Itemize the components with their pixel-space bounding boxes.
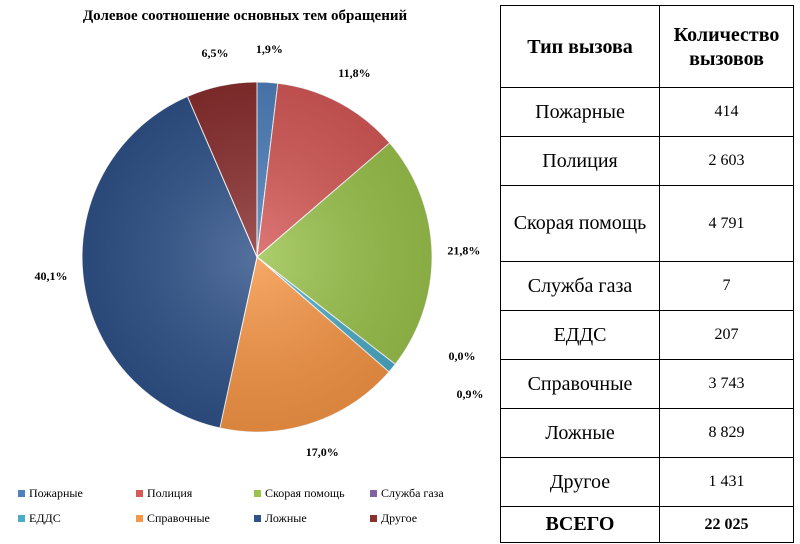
- call-type-cell: Ложные: [500, 408, 660, 458]
- legend-label: Другое: [381, 511, 418, 525]
- legend-label: Ложные: [265, 511, 307, 525]
- table-row: Ложные 8 829: [500, 408, 794, 458]
- call-type-cell: Служба газа: [500, 261, 660, 311]
- legend-label: Пожарные: [29, 486, 83, 500]
- table-row: Другое 1 431: [500, 457, 794, 507]
- legend-item-6: Ложные: [254, 511, 370, 526]
- table-row: Справочные 3 743: [500, 359, 794, 409]
- call-count-cell: 207: [659, 310, 794, 360]
- legend-item-1: Полиция: [136, 486, 254, 501]
- legend-swatch: [136, 515, 143, 522]
- legend-label: Служба газа: [381, 486, 444, 500]
- call-types-table: Тип вызова Количество вызовов Пожарные 41…: [500, 5, 794, 543]
- table-row: Пожарные 414: [500, 87, 794, 137]
- legend-item-0: Пожарные: [18, 486, 136, 501]
- total-label-cell: ВСЕГО: [500, 506, 660, 543]
- header-call-type: Тип вызова: [500, 5, 660, 88]
- pie-label-6: 40,1%: [34, 269, 67, 283]
- legend-swatch: [254, 490, 261, 497]
- legend-label: Скорая помощь: [265, 486, 345, 500]
- chart-title: Долевое соотношение основных тем обращен…: [82, 8, 408, 24]
- pie-label-4: 0,9%: [457, 387, 484, 401]
- legend-swatch: [18, 490, 25, 497]
- call-count-cell: 3 743: [659, 359, 794, 409]
- pie-label-1: 11,8%: [338, 66, 370, 80]
- legend-label: Справочные: [147, 511, 210, 525]
- call-type-cell: Полиция: [500, 136, 660, 186]
- call-count-cell: 1 431: [659, 457, 794, 507]
- legend-swatch: [18, 515, 25, 522]
- legend-item-4: ЕДДС: [18, 511, 136, 526]
- legend: Пожарные Полиция Скорая помощь Служба газа Е…: [18, 486, 488, 526]
- table-row: ЕДДС 207: [500, 310, 794, 360]
- call-count-cell: 2 603: [659, 136, 794, 186]
- pie-label-3: 0,0%: [449, 349, 476, 363]
- legend-swatch: [370, 515, 377, 522]
- pie-label-0: 1,9%: [256, 42, 283, 56]
- legend-item-3: Служба газа: [370, 486, 488, 501]
- table-row: Служба газа 7: [500, 261, 794, 311]
- table-header-row: Тип вызова Количество вызовов: [500, 5, 794, 88]
- pie-label-2: 21,8%: [447, 244, 480, 258]
- legend-item-5: Справочные: [136, 511, 254, 526]
- table-row: Скорая помощь 4 791: [500, 185, 794, 262]
- call-type-cell: Другое: [500, 457, 660, 507]
- legend-swatch: [136, 490, 143, 497]
- call-type-cell: Скорая помощь: [500, 185, 660, 262]
- table-total-row: ВСЕГО 22 025: [500, 506, 794, 543]
- table-row: Полиция 2 603: [500, 136, 794, 186]
- pie-chart: 1,9% 11,8% 21,8% 0,0% 0,9% 17,0% 40,1% 6,5%: [34, 42, 484, 459]
- call-count-cell: 8 829: [659, 408, 794, 458]
- call-type-cell: Пожарные: [500, 87, 660, 137]
- header-call-count: Количество вызовов: [659, 5, 794, 88]
- pie-label-5: 17,0%: [306, 445, 339, 459]
- legend-label: ЕДДС: [29, 511, 61, 525]
- pie-label-7: 6,5%: [202, 46, 229, 60]
- total-count-cell: 22 025: [659, 506, 794, 543]
- call-count-cell: 4 791: [659, 185, 794, 262]
- legend-item-2: Скорая помощь: [254, 486, 370, 501]
- call-count-cell: 7: [659, 261, 794, 311]
- call-type-cell: ЕДДС: [500, 310, 660, 360]
- call-type-cell: Справочные: [500, 359, 660, 409]
- call-count-cell: 414: [659, 87, 794, 137]
- legend-label: Полиция: [147, 486, 193, 500]
- legend-swatch: [370, 490, 377, 497]
- legend-item-7: Другое: [370, 511, 488, 526]
- legend-swatch: [254, 515, 261, 522]
